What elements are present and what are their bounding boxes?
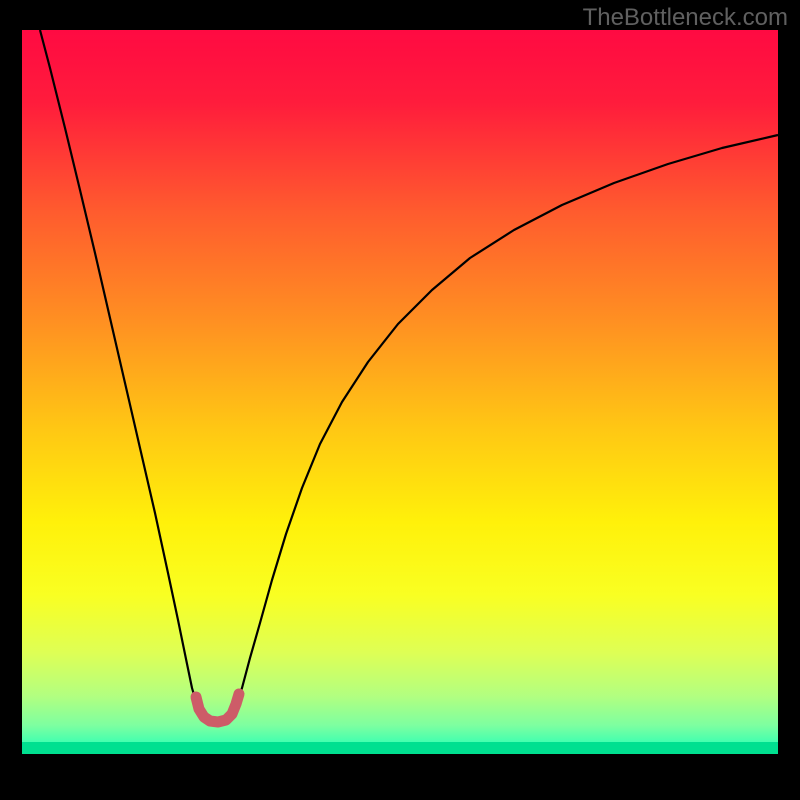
watermark-text: TheBottleneck.com [583, 4, 788, 32]
chart-container: TheBottleneck.com [0, 0, 800, 800]
green-baseline-strip [22, 742, 778, 754]
bottleneck-chart [0, 0, 800, 800]
plot-gradient-area [22, 30, 778, 754]
